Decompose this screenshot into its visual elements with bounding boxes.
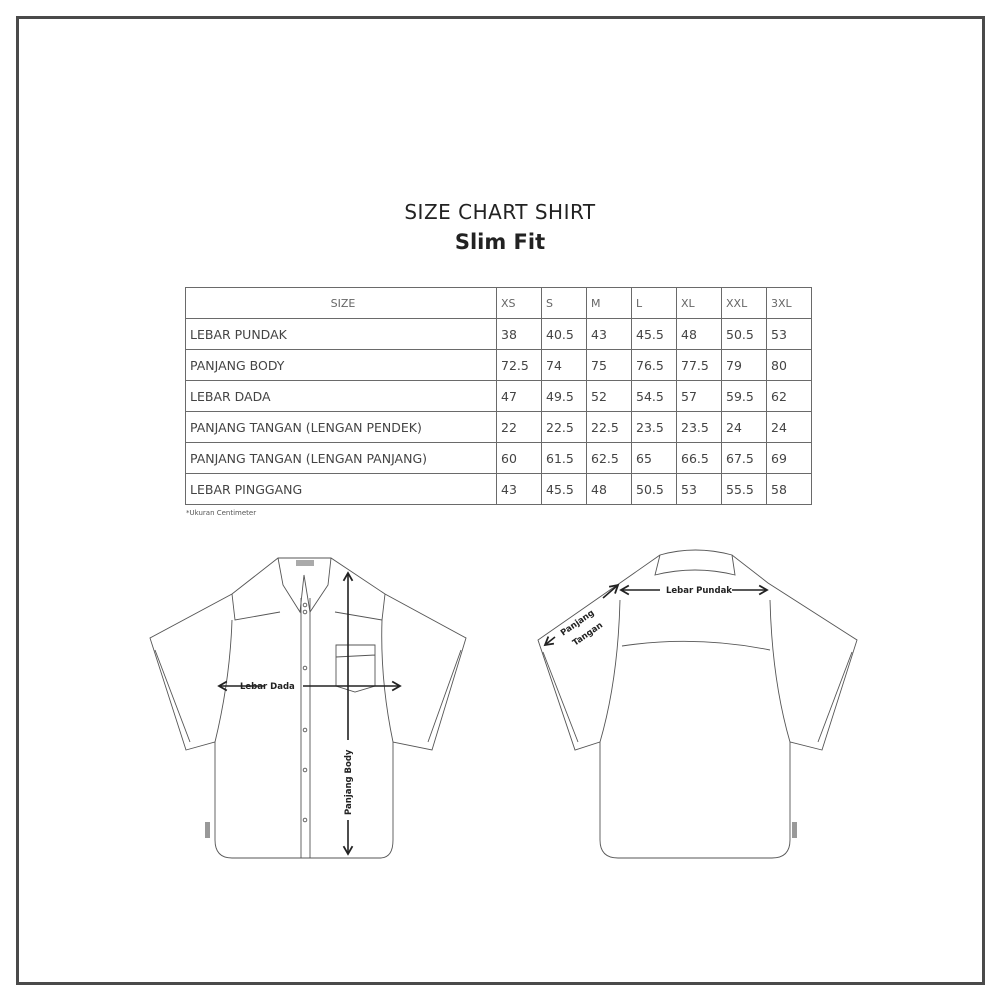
measurement-value: 24: [766, 411, 812, 443]
back-shirt: [537, 549, 858, 859]
sleeve-arrow: [602, 583, 620, 599]
measurement-value: 52: [586, 380, 632, 412]
measurement-value: 47: [496, 380, 542, 412]
measurement-value: 48: [676, 318, 722, 350]
body-length-label: Panjang Body: [344, 749, 354, 815]
page-border: [16, 16, 985, 985]
measurement-value: 23.5: [631, 411, 677, 443]
measurement-value: 22.5: [541, 411, 587, 443]
size-label-header: SIZE: [185, 287, 497, 319]
table-row: LEBAR PINGGANG 43 45.5 48 50.5 53 55.5 58: [185, 473, 812, 505]
measurement-label: LEBAR DADA: [185, 380, 497, 412]
page-title: SIZE CHART SHIRT: [404, 200, 596, 224]
measurement-value: 45.5: [631, 318, 677, 350]
measurement-value: 65: [631, 442, 677, 474]
measurement-value: 69: [766, 442, 812, 474]
measurement-value: 62.5: [586, 442, 632, 474]
table-row: LEBAR DADA 47 49.5 52 54.5 57 59.5 62: [185, 380, 812, 412]
front-shirt-outline: [149, 557, 467, 859]
measurement-value: 22: [496, 411, 542, 443]
measurement-value: 49.5: [541, 380, 587, 412]
measurement-value: 45.5: [541, 473, 587, 505]
yoke-line: [621, 640, 771, 651]
measurement-value: 53: [676, 473, 722, 505]
measurement-value: 38: [496, 318, 542, 350]
measurement-label: PANJANG TANGAN (LENGAN PENDEK): [185, 411, 497, 443]
measurement-value: 76.5: [631, 349, 677, 381]
measurement-value: 72.5: [496, 349, 542, 381]
size-header-cell: XXL: [721, 287, 767, 319]
measurement-value: 24: [721, 411, 767, 443]
table-header-row: SIZE XS S M L XL XXL 3XL: [185, 287, 812, 319]
measurement-value: 48: [586, 473, 632, 505]
back-collar: [654, 554, 736, 576]
buttons: [302, 602, 308, 823]
page-subtitle: Slim Fit: [454, 230, 546, 254]
collar: [277, 557, 332, 614]
measurement-value: 79: [721, 349, 767, 381]
shoulder-label: Lebar Pundak: [666, 586, 732, 596]
placket: [300, 598, 311, 858]
measurement-value: 58: [766, 473, 812, 505]
back-annotations: [543, 583, 769, 647]
table-row: PANJANG TANGAN (LENGAN PENDEK) 22 22.5 22.5…: [185, 411, 812, 443]
measurement-value: 75: [586, 349, 632, 381]
measurement-label: LEBAR PINGGANG: [185, 473, 497, 505]
chest-label: Lebar Dada: [240, 682, 295, 692]
table-row: LEBAR PUNDAK 38 40.5 43 45.5 48 50.5 53: [185, 318, 812, 350]
pocket: [335, 644, 376, 693]
table-row: PANJANG TANGAN (LENGAN PANJANG) 60 61.5 62.…: [185, 442, 812, 474]
collar-label: [296, 560, 314, 566]
size-table: SIZE XS S M L XL XXL 3XL LEBAR PUNDAK 38 40.5 43 45.…: [185, 287, 812, 505]
back-shirt-outline: [537, 549, 858, 859]
unit-note: *Ukuran Centimeter: [186, 509, 257, 517]
front-annotations: [217, 571, 402, 856]
measurement-label: PANJANG BODY: [185, 349, 497, 381]
measurement-value: 55.5: [721, 473, 767, 505]
measurement-value: 54.5: [631, 380, 677, 412]
size-header-cell: XL: [676, 287, 722, 319]
table-row: PANJANG BODY 72.5 74 75 76.5 77.5 79 80: [185, 349, 812, 381]
size-header-cell: 3XL: [766, 287, 812, 319]
measurement-value: 53: [766, 318, 812, 350]
measurement-value: 77.5: [676, 349, 722, 381]
measurement-value: 66.5: [676, 442, 722, 474]
measurement-label: PANJANG TANGAN (LENGAN PANJANG): [185, 442, 497, 474]
front-shirt: [149, 557, 467, 859]
